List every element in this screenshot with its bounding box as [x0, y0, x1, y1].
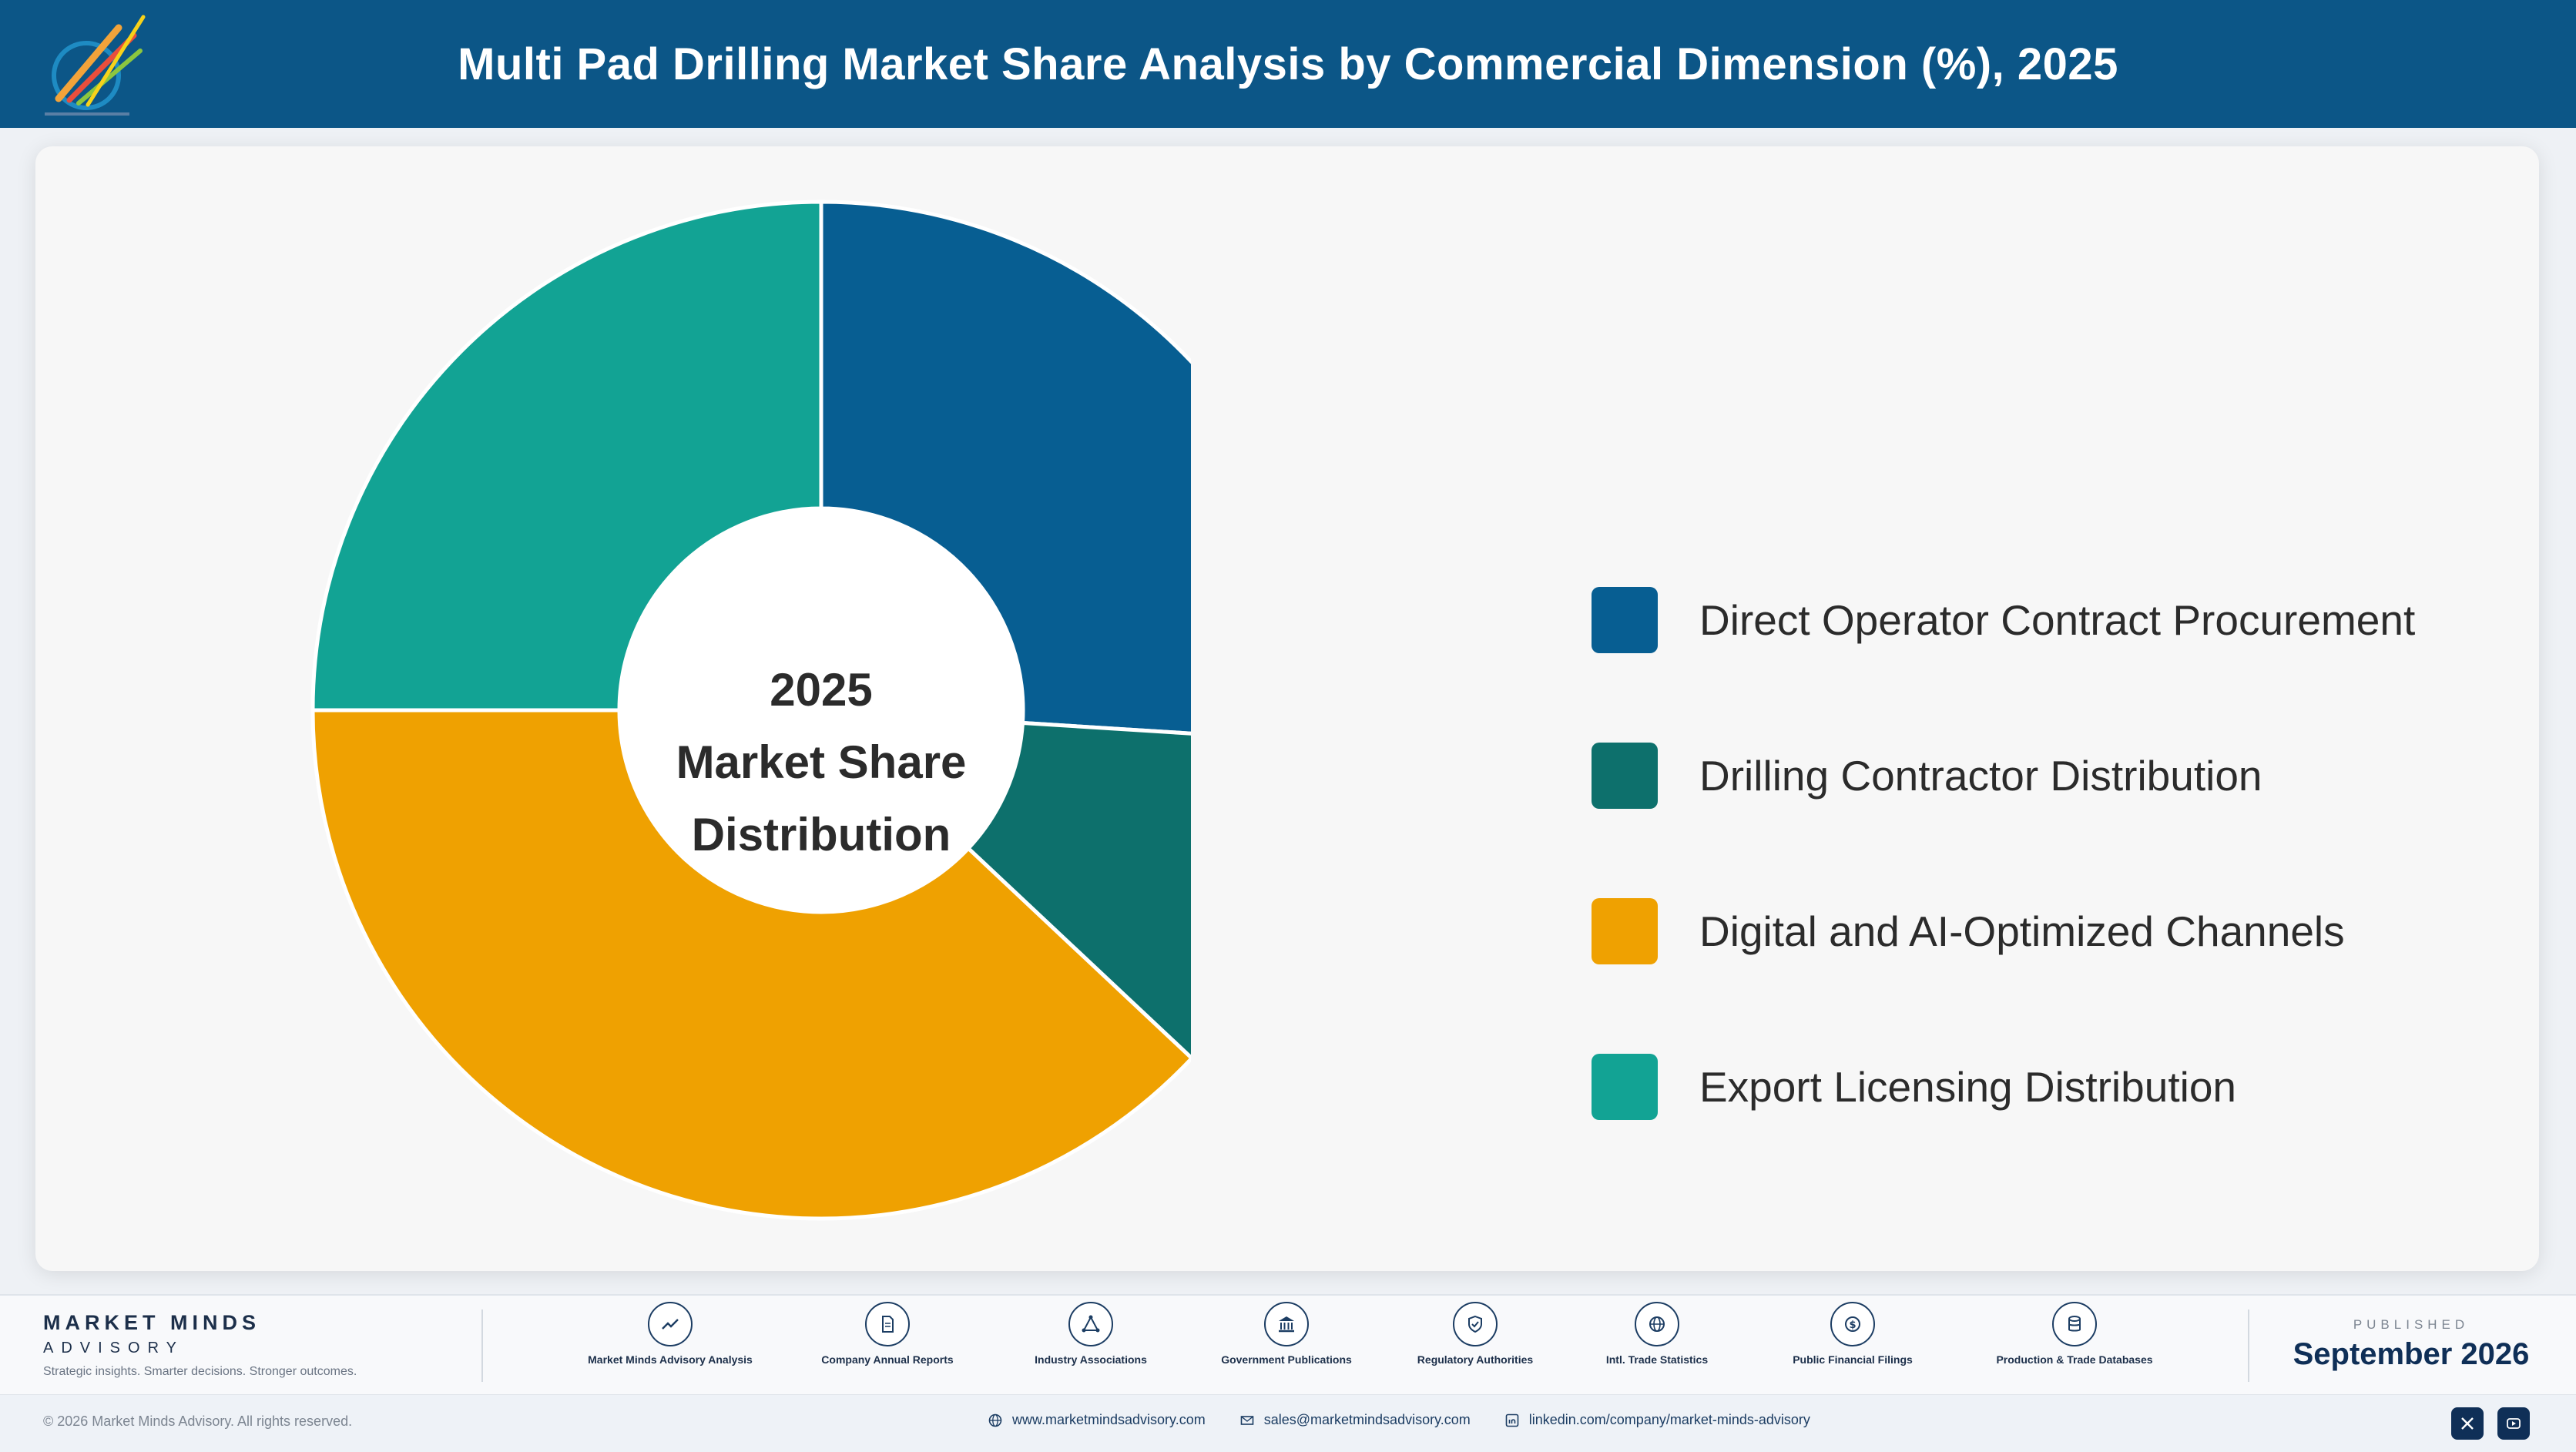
legend-label: Export Licensing Distribution [1699, 1063, 2237, 1111]
published-date: September 2026 [2293, 1337, 2530, 1371]
source-item: Production & Trade Databases [1982, 1302, 2167, 1366]
legend-swatch [1592, 1054, 1658, 1120]
donut-slice-2 [965, 720, 1191, 1061]
linkedin-text: linkedin.com/company/market-minds-adviso… [1528, 1412, 1810, 1427]
source-item: Company Annual Reports [795, 1302, 980, 1366]
legend-item: Digital and AI-Optimized Channels [1592, 898, 2415, 964]
footer-divider [481, 1309, 483, 1382]
linkedin-icon [1505, 1413, 1519, 1427]
chart-legend: Direct Operator Contract Procurement Dri… [1592, 587, 2415, 1209]
coin-icon: $ [1830, 1302, 1875, 1346]
copyright-text: © 2026 Market Minds Advisory. All rights… [43, 1413, 353, 1429]
source-label: Public Financial Filings [1793, 1353, 1913, 1366]
government-icon [1264, 1302, 1309, 1346]
svg-text:$: $ [1849, 1320, 1856, 1331]
center-label-line-3: Distribution [691, 809, 951, 860]
source-label: Intl. Trade Statistics [1605, 1353, 1709, 1366]
header-bar: Multi Pad Drilling Market Share Analysis… [0, 0, 2576, 128]
database-icon [2052, 1302, 2097, 1346]
email-link[interactable]: sales@marketmindsadvisory.com [1239, 1412, 1471, 1428]
footer-brand: MARKET MINDS ADVISORY Strategic insights… [43, 1311, 357, 1379]
source-item: Regulatory Authorities [1383, 1302, 1568, 1366]
donut-slice-4 [310, 200, 823, 713]
footer: MARKET MINDS ADVISORY Strategic insights… [0, 1294, 2576, 1452]
x-social-button[interactable] [2451, 1407, 2484, 1440]
legend-swatch [1592, 898, 1658, 964]
source-label: Company Annual Reports [821, 1353, 954, 1366]
company-logo [45, 15, 146, 116]
legend-item: Direct Operator Contract Procurement [1592, 587, 2415, 653]
source-label: Regulatory Authorities [1417, 1353, 1534, 1366]
legend-label: Drilling Contractor Distribution [1699, 752, 2262, 800]
source-label: Government Publications [1221, 1353, 1352, 1366]
source-label: Industry Associations [1035, 1353, 1147, 1366]
network-icon [1068, 1302, 1113, 1346]
youtube-icon [2507, 1418, 2521, 1429]
legend-label: Digital and AI-Optimized Channels [1699, 907, 2345, 955]
youtube-social-button[interactable] [2497, 1407, 2530, 1440]
website-link[interactable]: www.marketmindsadvisory.com [988, 1412, 1206, 1428]
published-block: PUBLISHED September 2026 [2257, 1317, 2565, 1372]
legend-item: Export Licensing Distribution [1592, 1054, 2415, 1120]
brand-name: MARKET MINDS [43, 1311, 260, 1334]
globe-icon [1635, 1302, 1679, 1346]
contact-links: www.marketmindsadvisory.com sales@market… [988, 1412, 1844, 1428]
donut-center-label: 2025 Market Share Distribution [636, 655, 1006, 870]
brand-sub: ADVISORY [43, 1340, 184, 1356]
legend-label: Direct Operator Contract Procurement [1699, 596, 2416, 644]
x-icon [2461, 1417, 2474, 1430]
source-item: Intl. Trade Statistics [1565, 1302, 1749, 1366]
source-item: Industry Associations [998, 1302, 1183, 1366]
document-icon [865, 1302, 910, 1346]
shield-icon [1453, 1302, 1498, 1346]
page-title: Multi Pad Drilling Market Share Analysis… [458, 39, 2118, 89]
mail-icon [1240, 1415, 1254, 1425]
chart-card: 2025 Market Share Distribution Direct Op… [35, 146, 2539, 1271]
trend-icon [648, 1302, 693, 1346]
source-label: Market Minds Advisory Analysis [588, 1353, 753, 1366]
donut-slice-1 [819, 200, 1191, 736]
brand-tagline: Strategic insights. Smarter decisions. S… [43, 1365, 357, 1378]
legend-item: Drilling Contractor Distribution [1592, 743, 2415, 809]
website-text: www.marketmindsadvisory.com [1012, 1412, 1206, 1427]
footer-divider [2248, 1309, 2249, 1382]
source-label: Production & Trade Databases [1996, 1353, 2153, 1366]
source-item: $ Public Financial Filings [1760, 1302, 1945, 1366]
globe-icon [988, 1413, 1002, 1427]
donut-chart [310, 200, 1191, 1221]
source-item: Government Publications [1194, 1302, 1379, 1366]
donut-slice-3 [310, 708, 1191, 1221]
footer-bottom-bar: © 2026 Market Minds Advisory. All rights… [0, 1394, 2576, 1452]
linkedin-link[interactable]: linkedin.com/company/market-minds-adviso… [1504, 1412, 1810, 1428]
email-text: sales@marketmindsadvisory.com [1263, 1412, 1471, 1427]
published-label: PUBLISHED [2353, 1317, 2470, 1332]
donut-hole [621, 510, 1021, 910]
legend-swatch [1592, 587, 1658, 653]
center-label-line-1: 2025 [770, 664, 873, 716]
center-label-line-2: Market Share [676, 736, 967, 788]
source-item: Market Minds Advisory Analysis [578, 1302, 763, 1366]
legend-swatch [1592, 743, 1658, 809]
